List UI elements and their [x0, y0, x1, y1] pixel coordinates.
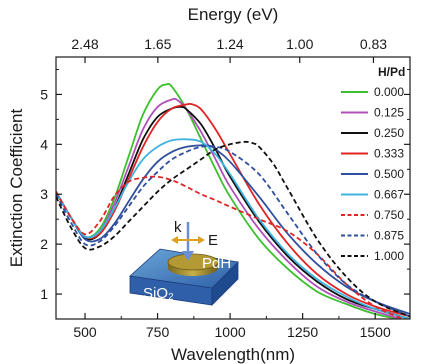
y-tick-label-3: 4 [40, 136, 48, 152]
legend-label-5: 0.667 [374, 188, 404, 202]
top-tick-label-3: 1.00 [286, 36, 313, 52]
k-arrow-head [182, 251, 194, 261]
top-tick-label-1: 1.65 [144, 36, 171, 52]
series-line-5 [56, 138, 410, 319]
series-line-0 [56, 83, 403, 319]
legend-label-3: 0.333 [374, 147, 404, 161]
x-tick-label-1: 750 [146, 324, 170, 340]
legend-label-6: 0.750 [374, 208, 404, 222]
legend-title: H/Pd [378, 65, 405, 79]
inset-illustration: k E PdH SiO₂ [129, 219, 239, 306]
e-arrow-head-right [198, 236, 205, 244]
legend-label-2: 0.250 [374, 126, 404, 140]
y-tick-label-2: 3 [40, 186, 48, 202]
series-line-8 [56, 140, 410, 318]
disk-top [167, 253, 219, 271]
legend-label-8: 1.000 [374, 249, 404, 263]
series-line-6 [56, 175, 407, 319]
y-axis-title: Extinction Coefficient [7, 109, 26, 268]
legend-label-0: 0.000 [374, 85, 404, 99]
top-axis-title: Energy (eV) [188, 5, 279, 24]
series-line-7 [56, 145, 410, 318]
inset-k-label: k [174, 219, 182, 236]
inset-substrate-label: SiO₂ [143, 285, 174, 302]
x-tick-label-0: 500 [73, 324, 97, 340]
y-tick-label-4: 5 [40, 86, 48, 102]
x-tick-label-3: 1250 [287, 324, 318, 340]
legend-label-4: 0.500 [374, 167, 404, 181]
series-line-3 [56, 102, 410, 318]
top-tick-label-2: 1.24 [216, 36, 243, 52]
x-tick-label-2: 1000 [215, 324, 246, 340]
x-tick-label-4: 1500 [360, 324, 391, 340]
e-arrow-head-left [171, 236, 178, 244]
top-tick-label-4: 0.83 [360, 36, 387, 52]
y-tick-label-0: 1 [40, 286, 48, 302]
inset-e-label: E [208, 232, 218, 249]
x-axis-title: Wavelength(nm) [171, 345, 295, 364]
plot-frame [55, 56, 411, 320]
y-tick-label-1: 2 [40, 236, 48, 252]
inset-particle-label: PdH [202, 255, 231, 272]
legend: H/Pd 0.000 0.125 0.250 0.333 0.500 0.667 0.750… [341, 65, 405, 263]
series-line-4 [56, 144, 410, 315]
legend-label-1: 0.125 [374, 106, 404, 120]
legend-label-7: 0.875 [374, 229, 404, 243]
top-tick-label-0: 2.48 [71, 36, 98, 52]
series-lines [56, 83, 410, 319]
